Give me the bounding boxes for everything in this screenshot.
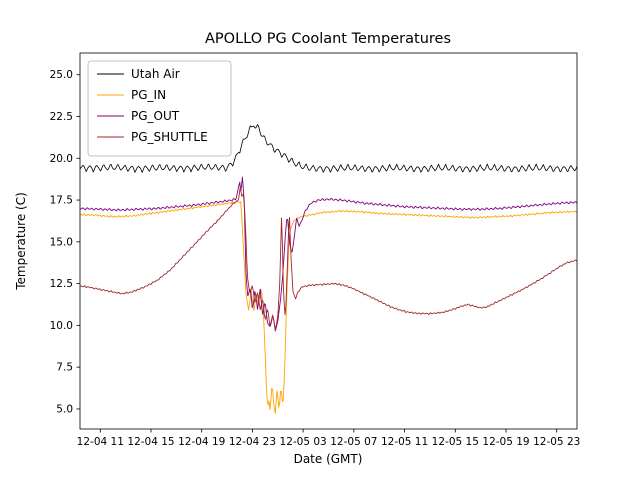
x-tick-label: 12-04 15	[127, 436, 174, 448]
y-tick-label: 25.0	[50, 69, 73, 81]
y-tick-label: 20.0	[50, 153, 73, 165]
series-pg-out	[80, 176, 577, 332]
x-tick-label: 12-04 23	[229, 436, 276, 448]
y-tick-label: 15.0	[50, 236, 73, 248]
x-tick-label: 12-05 07	[330, 436, 377, 448]
legend: Utah Air PG_IN PG_OUT PG_SHUTTLE	[87, 60, 232, 157]
series-utah-air	[80, 124, 577, 173]
series-pg-in	[80, 201, 577, 415]
legend-label-pg-out: PG_OUT	[131, 109, 180, 123]
y-tick-label: 22.5	[50, 111, 73, 123]
x-tick-label: 12-04 19	[178, 436, 225, 448]
y-tick-label: 5.0	[56, 403, 73, 415]
x-tick-label: 12-05 19	[482, 436, 529, 448]
series-layer	[80, 124, 577, 415]
x-tick-label: 12-05 15	[432, 436, 479, 448]
y-tick-label: 17.5	[50, 195, 73, 207]
x-tick-label: 12-04 11	[77, 436, 124, 448]
series-pg-shuttle	[80, 186, 577, 331]
x-tick-label: 12-05 23	[533, 436, 580, 448]
legend-label-utah-air: Utah Air	[131, 67, 180, 81]
axes-layer: 5.0 7.5 10.0 12.5 15.0 17.5 20.0 22.5 25.0 12-04 …	[50, 52, 580, 448]
y-tick-label: 7.5	[56, 362, 73, 374]
y-tick-label: 12.5	[50, 278, 73, 290]
legend-box	[87, 60, 232, 157]
x-tick-label: 12-05 11	[381, 436, 428, 448]
plot-frame	[79, 52, 578, 430]
x-tick-label: 12-05 03	[280, 436, 327, 448]
legend-label-pg-in: PG_IN	[131, 88, 166, 102]
x-axis-label: Date (GMT)	[294, 452, 363, 466]
y-tick-label: 10.0	[50, 320, 73, 332]
y-axis-label: Temperature (C)	[14, 192, 28, 291]
legend-label-pg-shuttle: PG_SHUTTLE	[131, 130, 208, 144]
chart-title: APOLLO PG Coolant Temperatures	[205, 31, 451, 47]
